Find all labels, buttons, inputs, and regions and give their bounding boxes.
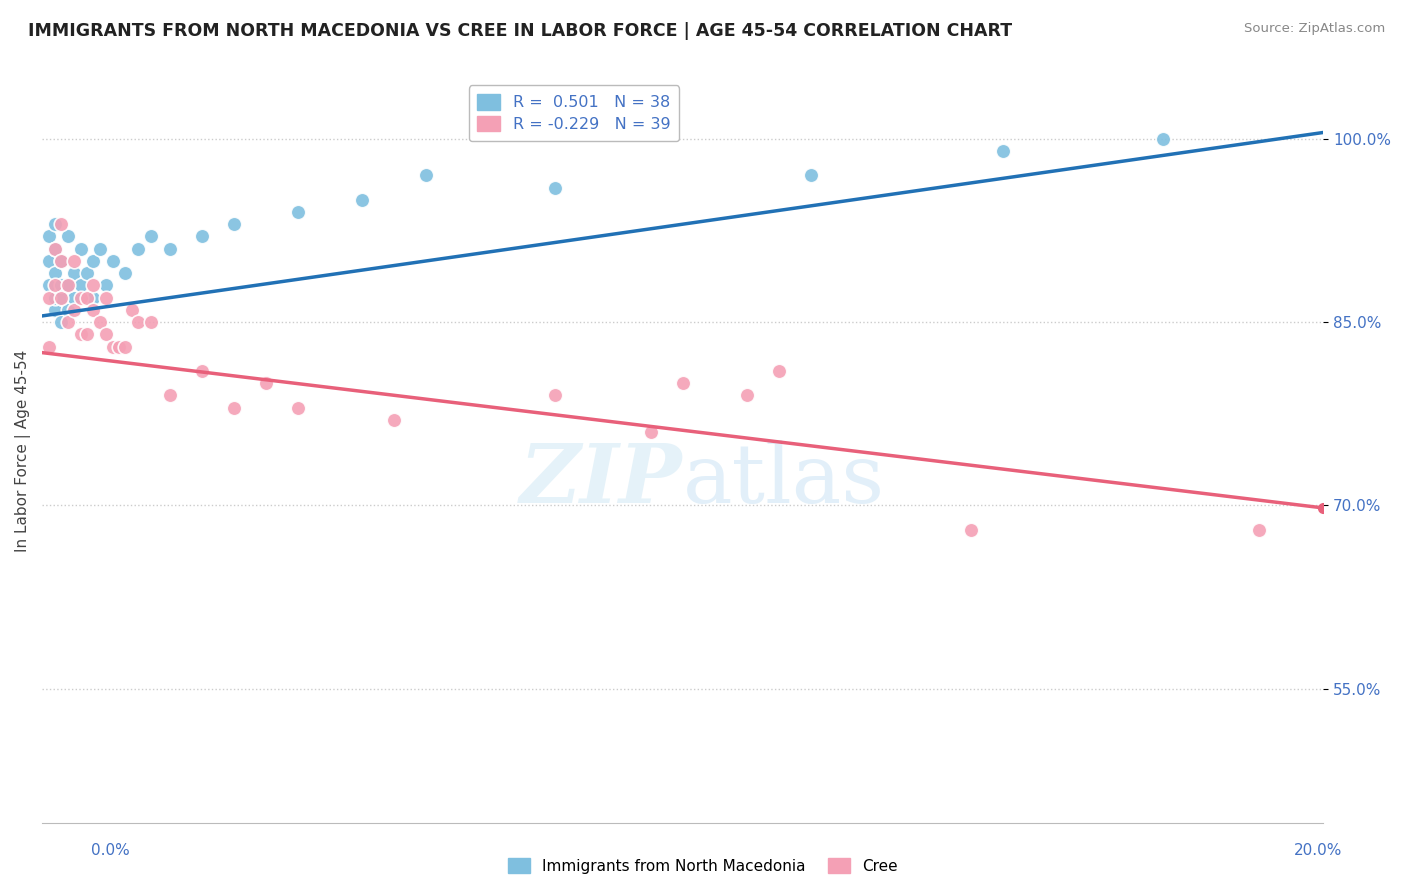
- Text: 0.0%: 0.0%: [91, 843, 131, 858]
- Point: [51, 253, 73, 268]
- Point: [56, 229, 79, 244]
- Point: [51, 315, 73, 329]
- Point: [543, 180, 565, 194]
- Point: [800, 169, 823, 183]
- Point: [38, 339, 60, 353]
- Point: [121, 302, 143, 317]
- Point: [159, 242, 181, 256]
- Point: [44, 242, 66, 256]
- Point: [191, 364, 214, 378]
- Point: [415, 169, 437, 183]
- Point: [56, 302, 79, 317]
- Point: [44, 278, 66, 293]
- Point: [44, 217, 66, 231]
- Point: [89, 315, 111, 329]
- Point: [139, 229, 162, 244]
- Point: [38, 253, 60, 268]
- Point: [191, 229, 214, 244]
- Y-axis label: In Labor Force | Age 45-54: In Labor Force | Age 45-54: [15, 350, 31, 551]
- Point: [254, 376, 277, 391]
- Point: [96, 278, 118, 293]
- Point: [114, 339, 136, 353]
- Text: Source: ZipAtlas.com: Source: ZipAtlas.com: [1244, 22, 1385, 36]
- Point: [735, 388, 758, 402]
- Point: [63, 253, 86, 268]
- Point: [44, 302, 66, 317]
- Point: [44, 242, 66, 256]
- Point: [51, 217, 73, 231]
- Text: 20.0%: 20.0%: [1295, 843, 1343, 858]
- Point: [768, 364, 790, 378]
- Point: [51, 278, 73, 293]
- Point: [38, 229, 60, 244]
- Point: [89, 242, 111, 256]
- Text: IMMIGRANTS FROM NORTH MACEDONIA VS CREE IN LABOR FORCE | AGE 45-54 CORRELATION C: IMMIGRANTS FROM NORTH MACEDONIA VS CREE …: [28, 22, 1012, 40]
- Point: [82, 291, 104, 305]
- Point: [991, 144, 1014, 158]
- Point: [101, 253, 124, 268]
- Point: [63, 302, 86, 317]
- Legend: R =  0.501   N = 38, R = -0.229   N = 39: R = 0.501 N = 38, R = -0.229 N = 39: [468, 86, 679, 141]
- Point: [69, 327, 91, 342]
- Point: [543, 388, 565, 402]
- Point: [82, 253, 104, 268]
- Point: [139, 315, 162, 329]
- Legend: Immigrants from North Macedonia, Cree: Immigrants from North Macedonia, Cree: [502, 852, 904, 880]
- Point: [159, 388, 181, 402]
- Point: [1152, 131, 1174, 145]
- Point: [56, 315, 79, 329]
- Point: [101, 339, 124, 353]
- Point: [51, 253, 73, 268]
- Point: [224, 217, 246, 231]
- Point: [51, 291, 73, 305]
- Point: [76, 266, 98, 280]
- Point: [224, 401, 246, 415]
- Point: [352, 193, 374, 207]
- Point: [63, 266, 86, 280]
- Point: [69, 242, 91, 256]
- Point: [38, 278, 60, 293]
- Point: [287, 401, 309, 415]
- Point: [96, 291, 118, 305]
- Point: [96, 327, 118, 342]
- Point: [76, 327, 98, 342]
- Point: [82, 302, 104, 317]
- Text: atlas: atlas: [683, 441, 884, 520]
- Point: [63, 291, 86, 305]
- Point: [127, 242, 149, 256]
- Point: [384, 413, 406, 427]
- Point: [76, 291, 98, 305]
- Point: [51, 291, 73, 305]
- Point: [69, 278, 91, 293]
- Point: [44, 266, 66, 280]
- Point: [960, 523, 983, 537]
- Point: [127, 315, 149, 329]
- Point: [108, 339, 131, 353]
- Point: [114, 266, 136, 280]
- Point: [640, 425, 662, 439]
- Point: [38, 291, 60, 305]
- Point: [56, 278, 79, 293]
- Point: [69, 291, 91, 305]
- Point: [82, 278, 104, 293]
- Point: [287, 205, 309, 219]
- Point: [56, 278, 79, 293]
- Text: ZIP: ZIP: [520, 441, 683, 520]
- Point: [672, 376, 695, 391]
- Point: [1249, 523, 1271, 537]
- Point: [44, 291, 66, 305]
